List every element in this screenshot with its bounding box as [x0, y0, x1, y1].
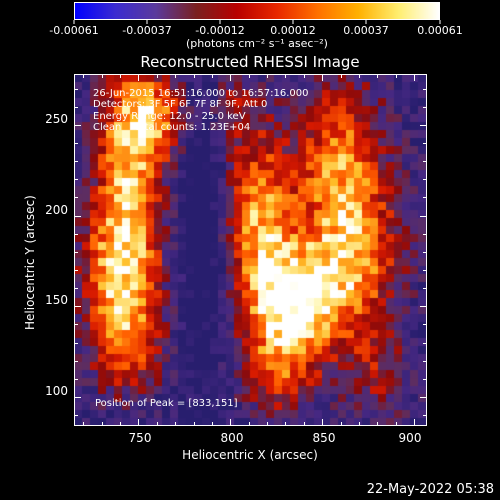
chart-title: Reconstructed RHESSI Image [140, 53, 360, 71]
info-clean-counts: Clean Total counts: 1.23E+04 [93, 122, 251, 133]
info-peak-position: Position of Peak = [833,151] [95, 398, 238, 409]
x-tick-label: 850 [312, 431, 336, 445]
colorbar-tick-label: -0.00012 [195, 24, 245, 37]
info-energy-range: Energy Range: 12.0 - 25.0 keV [93, 111, 246, 122]
plot-area [74, 74, 427, 426]
colorbar-tick-label: -0.00037 [122, 24, 172, 37]
colorbar-ticks [73, 20, 441, 24]
colorbar-gradient [75, 3, 439, 19]
heatmap-image [74, 74, 427, 426]
x-tick-label: 800 [220, 431, 244, 445]
info-time-range: 26-Jun-2015 16:51:16.000 to 16:57:16.000 [93, 88, 309, 99]
x-axis-label: Heliocentric X (arcsec) [182, 448, 318, 462]
colorbar [74, 2, 440, 20]
y-tick-label: 250 [45, 112, 68, 126]
y-tick-label: 150 [45, 293, 68, 307]
colorbar-tick-label: 0.00037 [343, 24, 389, 37]
timestamp: 22-May-2022 05:38 [366, 482, 494, 497]
y-axis-label: Heliocentric Y (arcsec) [23, 195, 37, 330]
colorbar-tick-label: 0.00012 [270, 24, 316, 37]
x-tick-label: 900 [398, 431, 422, 445]
colorbar-tick-label: 0.00061 [417, 24, 463, 37]
info-detectors: Detectors: 3F 5F 6F 7F 8F 9F, Att 0 [93, 99, 268, 110]
x-tick-label: 750 [128, 431, 152, 445]
colorbar-unit-label: (photons cm⁻² s⁻¹ asec⁻²) [186, 37, 328, 50]
y-tick-label: 200 [45, 203, 68, 217]
y-tick-label: 100 [45, 384, 68, 398]
colorbar-tick-label: -0.00061 [49, 24, 99, 37]
